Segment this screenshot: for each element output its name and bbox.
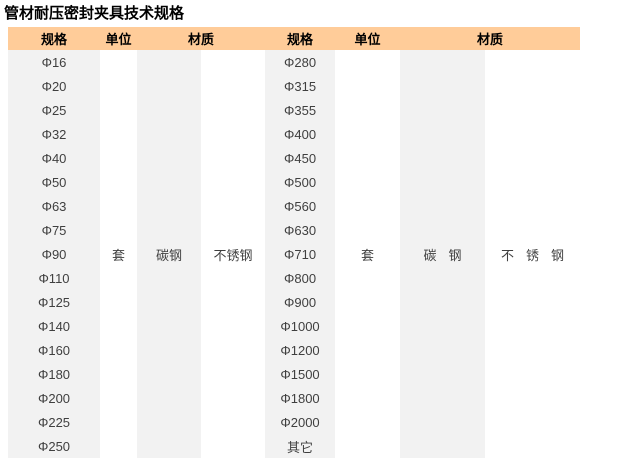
table-header: 规格 单位 材质 规格 单位 材质 xyxy=(8,27,581,50)
spec-cell-right: 其它 xyxy=(265,434,336,458)
material-carbon-cell-left: 碳钢 xyxy=(137,50,201,458)
unit-cell-right: 套 xyxy=(361,247,375,263)
table-row: Φ250 其它 xyxy=(8,434,580,458)
table-row: Φ90 Φ710 xyxy=(8,242,580,266)
table-row: Φ25 Φ355 xyxy=(8,98,580,122)
header-spec-right: 规格 xyxy=(265,27,336,50)
spec-table: 规格 单位 材质 规格 单位 材质 Φ16 套碳钢 不锈钢 Φ280 套碳钢 不锈钢 Φ20… xyxy=(8,27,581,458)
spec-cell-left: Φ16 xyxy=(8,50,100,74)
spec-cell-right: Φ355 xyxy=(265,98,336,122)
table-row: Φ75 Φ630 xyxy=(8,218,580,242)
spec-cell-right: Φ1200 xyxy=(265,338,336,362)
table-row: Φ16 套碳钢 不锈钢 Φ280 套碳钢 不锈钢 xyxy=(8,50,580,458)
table-body: Φ16 套碳钢 不锈钢 Φ280 套碳钢 不锈钢 Φ20 Φ315 Φ25 Φ355 Φ32 Φ400… xyxy=(8,50,580,458)
table-row: Φ160 Φ1200 xyxy=(8,338,580,362)
spec-cell-left: Φ50 xyxy=(8,170,100,194)
spec-cell-right: Φ630 xyxy=(265,218,336,242)
spec-cell-right: Φ2000 xyxy=(265,410,336,434)
table-row: Φ180 Φ1500 xyxy=(8,362,580,386)
table-row: Φ140 Φ1000 xyxy=(8,314,580,338)
spec-cell-left: Φ32 xyxy=(8,122,100,146)
table-row: Φ200 Φ1800 xyxy=(8,386,580,410)
spec-cell-right: Φ315 xyxy=(265,74,336,98)
table-row: Φ40 Φ450 xyxy=(8,146,580,170)
spec-cell-right: Φ280 xyxy=(265,50,336,74)
spec-cell-left: Φ63 xyxy=(8,194,100,218)
spec-cell-left: Φ225 xyxy=(8,410,100,434)
spec-cell-left: Φ160 xyxy=(8,338,100,362)
table-row: Φ110 Φ800 xyxy=(8,266,580,290)
spec-cell-left: Φ75 xyxy=(8,218,100,242)
spec-cell-right: Φ900 xyxy=(265,290,336,314)
header-material-left: 材质 xyxy=(137,27,266,50)
spec-cell-left: Φ110 xyxy=(8,266,100,290)
table-row: Φ32 Φ400 xyxy=(8,122,580,146)
spec-cell-right: Φ1500 xyxy=(265,362,336,386)
table-row: Φ63 Φ560 xyxy=(8,194,580,218)
spec-cell-left: Φ250 xyxy=(8,434,100,458)
page-title: 管材耐压密封夹具技术规格 xyxy=(4,5,185,22)
spec-cell-left: Φ200 xyxy=(8,386,100,410)
header-unit-right: 单位 xyxy=(335,27,401,50)
spec-cell-right: Φ450 xyxy=(265,146,336,170)
spec-cell-right: Φ1800 xyxy=(265,386,336,410)
header-unit-left: 单位 xyxy=(100,27,137,50)
spec-cell-left: Φ20 xyxy=(8,74,100,98)
table-row: Φ225 Φ2000 xyxy=(8,410,580,434)
unit-cell-left: 套 xyxy=(111,247,125,263)
material-stainless-cell-left: 不锈钢 xyxy=(213,247,253,263)
spec-cell-right: Φ400 xyxy=(265,122,336,146)
spec-cell-left: Φ90 xyxy=(8,242,100,266)
header-material-right: 材质 xyxy=(400,27,581,50)
spec-cell-left: Φ125 xyxy=(8,290,100,314)
spec-cell-right: Φ500 xyxy=(265,170,336,194)
spec-cell-right: Φ800 xyxy=(265,266,336,290)
spec-cell-left: Φ180 xyxy=(8,362,100,386)
material-stainless-cell-right: 不锈钢 xyxy=(501,247,577,263)
material-carbon-cell-right: 碳钢 xyxy=(400,50,486,458)
table-row: Φ50 Φ500 xyxy=(8,170,580,194)
header-row: 规格 单位 材质 规格 单位 材质 xyxy=(8,27,581,50)
header-spec-left: 规格 xyxy=(8,27,100,50)
spec-cell-left: Φ25 xyxy=(8,98,100,122)
table-row: Φ125 Φ900 xyxy=(8,290,580,314)
spec-cell-left: Φ140 xyxy=(8,314,100,338)
spec-cell-right: Φ560 xyxy=(265,194,336,218)
spec-cell-right: Φ1000 xyxy=(265,314,336,338)
spec-cell-left: Φ40 xyxy=(8,146,100,170)
table-row: Φ20 Φ315 xyxy=(8,74,580,98)
spec-cell-right: Φ710 xyxy=(265,242,336,266)
